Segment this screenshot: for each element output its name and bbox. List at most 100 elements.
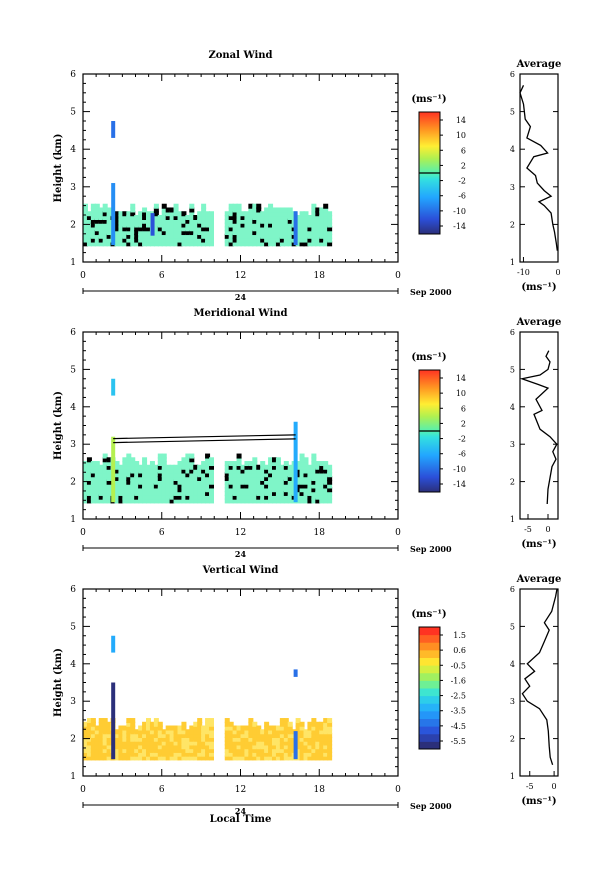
data-column-0 [111, 121, 116, 138]
average-profile-line [519, 350, 558, 505]
average-x-tick-label: -5 [524, 525, 532, 534]
colorbar-band [419, 710, 440, 719]
data-band [83, 203, 333, 247]
colorbar-tick-label: -2 [458, 177, 466, 186]
colorbar-tick-label: 2 [461, 419, 466, 428]
y-tick-label: 5 [70, 365, 76, 375]
colorbar-band [419, 695, 440, 704]
average-y-tick-label: 6 [510, 70, 515, 79]
colorbar-tick-label: -4.5 [451, 722, 466, 731]
data-column-3 [293, 669, 298, 677]
data-column-3 [293, 211, 298, 246]
y-tick-label: 6 [70, 585, 76, 595]
y-tick-label: 5 [70, 622, 76, 632]
data-column-0 [111, 378, 116, 396]
y-tick-label: 6 [70, 328, 76, 338]
colorbar-tick-label: 6 [461, 404, 466, 413]
average-y-tick-label: 5 [510, 108, 515, 117]
average-y-tick-label: 3 [510, 697, 515, 706]
y-tick-label: 1 [70, 772, 76, 782]
average-y-tick-label: 1 [510, 772, 515, 781]
average-y-tick-label: 3 [510, 440, 515, 449]
y-tick-label: 5 [70, 108, 76, 118]
date-label: Sep 2000 [410, 801, 452, 811]
colorbar-frame [418, 369, 441, 493]
colorbar-tick-label: -14 [453, 480, 466, 489]
average-title: Average [516, 59, 562, 70]
average-y-tick-label: 5 [510, 365, 515, 374]
y-tick-label: 3 [70, 697, 76, 707]
average-frame [519, 331, 559, 520]
colorbar-frame [418, 111, 441, 235]
average-frame [519, 73, 559, 263]
average-y-tick-label: 6 [510, 585, 515, 594]
colorbar-tick-label: -14 [453, 222, 466, 231]
data-band [83, 453, 333, 504]
average-x-label: (ms⁻¹) [521, 282, 556, 293]
x-tick-label: 18 [314, 785, 326, 795]
colorbar-tick-label: 14 [456, 116, 466, 125]
data-column-2 [150, 213, 155, 236]
colorbar-tick-label: 1.5 [453, 631, 466, 640]
average-y-tick-label: 4 [510, 145, 515, 154]
x-tick-label: 0 [395, 528, 401, 538]
colorbar-tick-label: -3.5 [451, 707, 466, 716]
colorbar-tick-label: -0.5 [451, 661, 466, 670]
average-y-tick-label: 1 [510, 515, 515, 524]
colorbar-band [419, 657, 440, 666]
average-profile-line [519, 85, 558, 251]
x-tick-label: 0 [395, 785, 401, 795]
x-tick-label: 0 [80, 528, 86, 538]
colorbar-band [419, 672, 440, 681]
y-tick-label: 4 [70, 660, 76, 670]
colorbar-tick-label: -10 [453, 207, 466, 216]
data-column-1 [111, 682, 116, 760]
segment-line-lower [113, 438, 296, 444]
colorbar-band [419, 703, 440, 712]
average-y-tick-label: 2 [510, 735, 515, 744]
x-tick-label: 12 [235, 785, 246, 795]
y-tick-label: 1 [70, 258, 76, 268]
average-x-tick-label: 0 [552, 782, 557, 791]
chart-title: Zonal Wind [208, 50, 272, 61]
colorbar-tick-label: -5.5 [451, 737, 466, 746]
x-tick-label: 6 [159, 528, 165, 538]
x-axis-label: Local Time [210, 814, 272, 825]
colorbar-band [419, 627, 440, 636]
data-column-1 [111, 183, 116, 246]
average-title: Average [516, 317, 562, 328]
data-column-0 [111, 635, 116, 653]
average-x-tick-label: 0 [545, 525, 550, 534]
colorbar-tick-label: 2 [461, 161, 466, 170]
y-axis-label: Height (km) [53, 134, 64, 203]
average-y-tick-label: 3 [510, 183, 515, 192]
colorbar-band [419, 718, 440, 727]
colorbar-tick-label: -6 [458, 192, 466, 201]
average-frame [519, 588, 559, 777]
x-tick-label: 12 [235, 528, 246, 538]
data-column-2 [293, 421, 298, 503]
colorbar-tick-label: 0.6 [453, 646, 466, 655]
segment-line-upper [113, 434, 296, 440]
average-x-label: (ms⁻¹) [521, 539, 556, 550]
x-tick-label: 6 [159, 271, 165, 281]
colorbar-band [419, 634, 440, 643]
average-y-tick-label: 6 [510, 328, 515, 337]
colorbar-tick-label: -2 [458, 435, 466, 444]
average-y-tick-label: 2 [510, 478, 515, 487]
colorbar-band [419, 680, 440, 689]
data-band [83, 718, 333, 761]
colorbar-label: (ms⁻¹) [411, 94, 446, 105]
x-tick-label: 18 [314, 271, 326, 281]
colorbar-tick-label: 6 [461, 146, 466, 155]
y-tick-label: 2 [70, 478, 76, 488]
colorbar-band [419, 642, 440, 651]
y-axis-label: Height (km) [53, 648, 64, 717]
y-tick-label: 2 [70, 735, 76, 745]
colorbar-tick-label: 10 [456, 389, 466, 398]
x-tick-label: 0 [395, 271, 401, 281]
